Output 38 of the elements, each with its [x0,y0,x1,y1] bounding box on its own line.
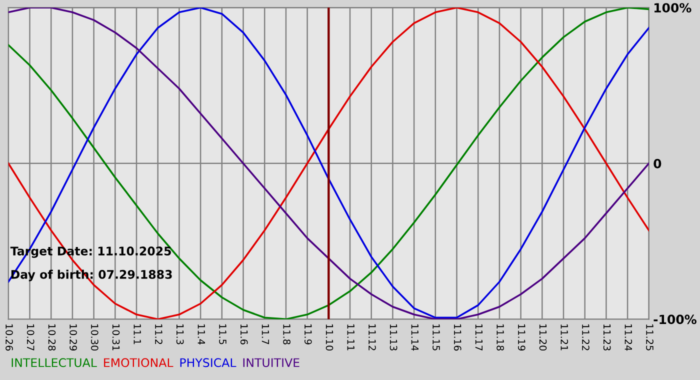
y-tick-label: 100% [654,3,692,13]
y-tick-label: 0 [654,158,662,168]
y-tick-label: -100% [654,314,696,324]
x-tick-label: 11.11 [347,324,354,350]
x-tick-label: 11.16 [454,324,462,351]
x-tick-label: 11.3 [176,324,184,344]
x-tick-label: 11.4 [198,324,205,344]
x-tick-label: 10.29 [70,324,77,351]
x-tick-label: 11.18 [496,324,504,351]
x-tick-label: 10.31 [112,324,120,350]
x-tick-label: 11.17 [475,324,483,350]
text: INTELLECTUAL [12,358,97,368]
x-tick-label: 10.28 [48,324,56,351]
x-tick-label: 10.27 [26,324,34,350]
text: EMOTIONAL [104,358,174,368]
x-tick-label: 11.7 [262,324,270,344]
x-tick-label: 11.22 [582,324,590,350]
x-tick-label: 11.8 [283,324,290,344]
text: INTUITIVE [243,358,300,368]
x-tick-label: 11.5 [219,324,226,344]
x-tick-label: 11.23 [603,324,611,350]
x-tick-label: 11.10 [326,324,334,351]
x-tick-label: 10.26 [6,324,13,351]
x-tick-label: 11.15 [432,324,440,350]
x-tick-label: 11.21 [560,324,568,350]
x-tick-label: 11.19 [518,324,526,351]
x-tick-label: 11.12 [368,324,376,350]
x-tick-label: 11.2 [155,324,162,344]
x-tick-label: 11.24 [624,324,632,351]
x-tick-label: 11.14 [411,324,418,351]
text: PHYSICAL [180,358,236,368]
x-tick-label: 11.20 [539,324,547,351]
x-tick-label: 11.13 [390,324,398,350]
x-tick-label: 11.9 [304,324,312,344]
x-tick-label: 10.30 [90,324,98,351]
x-tick-label: 11.6 [240,324,248,344]
x-tick-label: 11.25 [646,324,654,350]
x-tick-label: 11.1 [134,324,141,344]
